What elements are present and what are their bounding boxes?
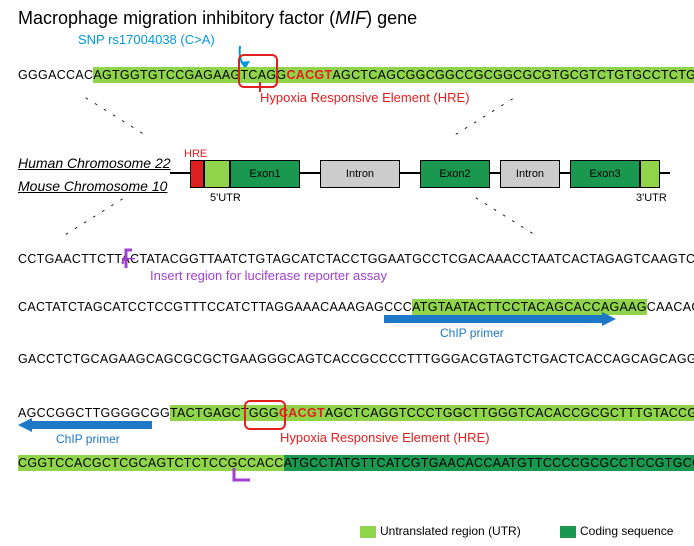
gene-block-intron: Intron <box>500 160 560 188</box>
five-prime-utr-label: 5'UTR <box>210 192 241 204</box>
insert-bracket-icon <box>124 248 136 272</box>
human-chrom-label: Human Chromosome 22 <box>18 155 171 171</box>
mouse-seq-line3: GACCTCTGCAGAAGCAGCGCGCTGAAGGGCAGTCACCGCC… <box>18 352 694 366</box>
gene-block-exon2: Exon2 <box>420 160 490 188</box>
title-suffix: ) gene <box>366 8 417 28</box>
seq-utr2: AGCTCAGCGGCGGCCGCGGCGCGTGCGTCTGTGCCTCTGC… <box>332 67 694 83</box>
hre-highlight-box <box>244 400 286 430</box>
gene-block-exon3: Exon3 <box>570 160 640 188</box>
seq-coding: ATGCCTATGTTCATCGTGAACACCAATGTTCCCCGCGCCT… <box>284 455 694 471</box>
hre-label: Hypoxia Responsive Element (HRE) <box>260 90 470 105</box>
seq-hre-c: C <box>286 67 295 83</box>
gene-block-exon1: Exon1 <box>230 160 300 188</box>
insert-region-label: Insert region for luciferase reporter as… <box>150 268 387 283</box>
dash-connector: - - - - - - - <box>82 92 148 139</box>
legend-coding-swatch <box>560 526 576 538</box>
mouse-seq-line5: CGGTCCACGCTCGCAGTCTCTCCGCCACCATGCCTATGTT… <box>18 456 694 470</box>
title-prefix: Macrophage migration inhibitory factor ( <box>18 8 335 28</box>
dash-connector: - - - - - - - <box>472 192 538 239</box>
legend-utr-text: Untranslated region (UTR) <box>380 524 521 538</box>
hre-label: Hypoxia Responsive Element (HRE) <box>280 430 490 445</box>
gene-block-hre <box>190 160 204 188</box>
chip-primer-reverse-arrow-icon <box>18 418 152 432</box>
seq-text: CACTATCTAGCATCCTCCGTTTCCATCTTAGGAAACAAAG… <box>18 300 412 314</box>
mouse-chrom-label: Mouse Chromosome 10 <box>18 178 167 194</box>
legend-coding-text: Coding sequence <box>580 524 673 538</box>
figure-title: Macrophage migration inhibitory factor (… <box>18 8 417 29</box>
seq-text: TATACGGTTAATCTGTAGCATCTACCTGGAATGCCTCGAC… <box>139 252 694 266</box>
seq-plain: GGGACCAC <box>18 68 93 82</box>
gene-block-intron: Intron <box>320 160 400 188</box>
legend-utr: Untranslated region (UTR) <box>360 524 521 538</box>
chip-primer-forward-arrow-icon <box>384 312 616 326</box>
hre-diagram-label: HRE <box>184 148 207 160</box>
legend-utr-swatch <box>360 526 376 538</box>
chip-primer-label: ChIP primer <box>440 326 504 340</box>
title-gene: MIF <box>335 8 366 28</box>
mouse-seq-line1: CCTGAACTTCTTACTATACGGTTAATCTGTAGCATCTACC… <box>18 252 694 266</box>
three-prime-utr-label: 3'UTR <box>636 192 667 204</box>
legend-coding: Coding sequence <box>560 524 673 538</box>
seq-text: CAACAGCAA <box>647 300 694 314</box>
seq-hre-rest: ACGT <box>296 67 333 83</box>
insert-bracket-close-icon <box>232 466 254 486</box>
seq-utr: AGCTCAGGTCCCTGGCTTGGGTCACACCGCGCTTTGTACC… <box>325 405 694 421</box>
utr-block <box>640 160 660 188</box>
gene-structure-diagram: Exon1 Intron Exon2 Intron Exon3 <box>170 160 670 188</box>
snp-label: SNP rs17004038 (C>A) <box>78 32 215 47</box>
chip-primer-label: ChIP primer <box>56 432 120 446</box>
utr-block <box>204 160 230 188</box>
dash-connector: - - - - - - - <box>62 192 128 239</box>
human-promoter-sequence: GGGACCACAGTGGTGTCCGAGAAGTCAGGCACGTAGCTCA… <box>18 68 694 82</box>
